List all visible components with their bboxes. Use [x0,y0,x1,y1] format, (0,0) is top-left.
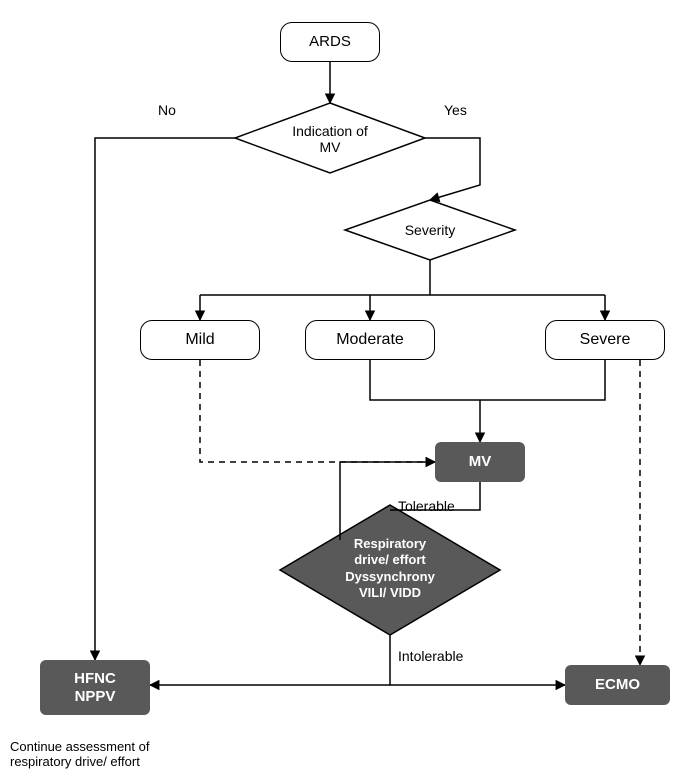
edge-no-hfnc [95,138,235,660]
indication-diamond [235,103,425,173]
node-ecmo: ECMO [565,665,670,705]
node-hfnc-label: HFNC NPPV [74,670,116,706]
node-hfnc: HFNC NPPV [40,660,150,715]
footnote: Continue assessment of respiratory drive… [10,724,149,769]
node-moderate: Moderate [305,320,435,360]
flowchart-canvas: ARDS Indication of MV Severity Mild Mode… [0,0,685,773]
edge-moderate-join [370,360,480,400]
node-ecmo-label: ECMO [595,676,640,694]
node-ards: ARDS [280,22,380,62]
edge-mild-mv-dashed [200,360,435,462]
label-yes: Yes [444,102,467,118]
node-severe: Severe [545,320,665,360]
node-mv: MV [435,442,525,482]
label-intolerable: Intolerable [398,648,463,664]
resp-diamond [280,505,500,635]
node-mild: Mild [140,320,260,360]
node-mild-label: Mild [185,330,214,349]
severity-diamond [345,200,515,260]
edge-severe-join [480,360,605,400]
flowchart-svg [0,0,685,773]
node-mv-label: MV [469,453,492,471]
node-moderate-label: Moderate [336,330,404,349]
label-no: No [158,102,176,118]
node-ards-label: ARDS [309,33,351,51]
edge-yes-severity [425,138,480,200]
label-tolerable: Tolerable [398,498,455,514]
node-severe-label: Severe [580,330,631,349]
